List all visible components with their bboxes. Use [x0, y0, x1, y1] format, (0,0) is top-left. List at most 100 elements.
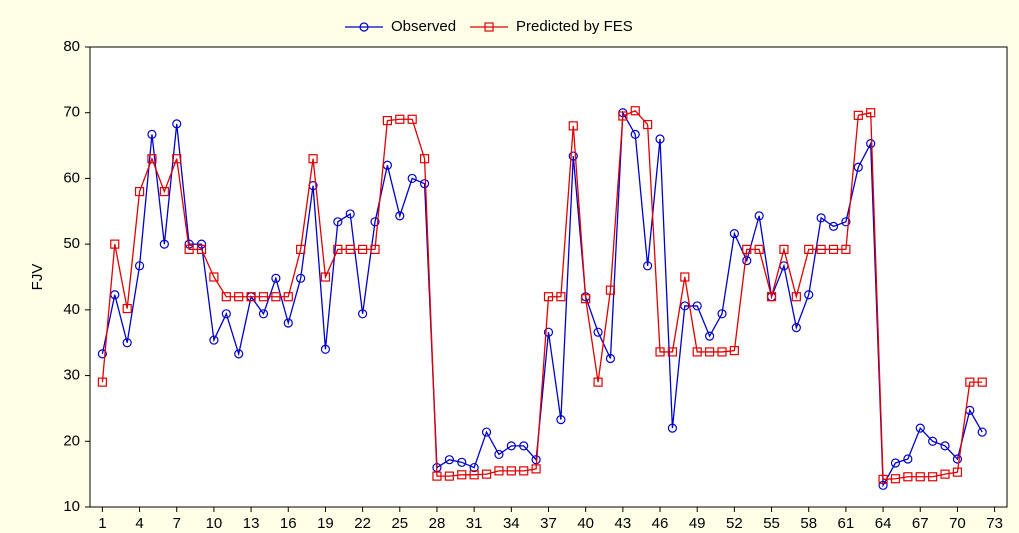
marker — [333, 217, 343, 227]
marker — [506, 466, 516, 476]
marker — [122, 303, 132, 314]
marker — [729, 229, 739, 239]
marker — [370, 244, 380, 254]
marker — [395, 211, 405, 221]
marker — [345, 209, 355, 219]
y-tick-label: 20 — [63, 432, 80, 449]
marker — [878, 474, 888, 484]
marker — [358, 244, 368, 254]
marker — [605, 353, 616, 364]
x-tick-label: 13 — [243, 515, 260, 532]
marker — [134, 186, 145, 197]
marker — [952, 467, 963, 477]
marker — [680, 301, 690, 311]
x-tick-label: 19 — [317, 515, 334, 532]
marker — [221, 309, 231, 319]
marker — [246, 292, 256, 302]
marker — [581, 294, 591, 304]
marker — [952, 454, 963, 464]
x-tick-label: 40 — [577, 515, 594, 532]
marker — [791, 292, 801, 302]
marker — [915, 423, 925, 433]
marker — [568, 151, 578, 161]
marker — [283, 292, 293, 302]
marker — [494, 449, 504, 460]
marker — [296, 244, 306, 254]
x-tick-label: 49 — [689, 515, 706, 532]
marker — [704, 331, 715, 341]
x-tick-label: 61 — [838, 515, 855, 532]
marker — [853, 110, 863, 120]
marker — [382, 115, 393, 126]
marker — [221, 292, 231, 302]
marker — [828, 221, 839, 231]
marker — [890, 474, 901, 484]
marker — [358, 309, 368, 319]
marker — [667, 347, 678, 357]
marker — [234, 292, 244, 302]
marker — [494, 466, 504, 476]
marker — [457, 457, 467, 467]
marker — [977, 377, 987, 387]
marker — [271, 273, 281, 283]
marker — [172, 154, 182, 164]
x-tick-label: 7 — [173, 515, 181, 532]
marker — [804, 244, 814, 254]
marker — [915, 472, 925, 482]
marker — [977, 427, 987, 437]
marker — [481, 427, 492, 437]
x-tick-label: 67 — [912, 515, 929, 532]
marker — [296, 273, 306, 283]
marker — [841, 217, 851, 227]
marker — [122, 338, 132, 348]
x-tick-label: 73 — [986, 515, 1003, 532]
marker — [444, 471, 454, 481]
marker — [704, 347, 715, 357]
marker — [432, 471, 442, 481]
marker — [593, 377, 603, 387]
marker — [184, 244, 194, 254]
marker — [866, 108, 876, 118]
series-line — [101, 110, 983, 488]
marker — [97, 349, 107, 359]
y-tick-label: 80 — [63, 38, 80, 55]
marker — [469, 470, 479, 480]
x-tick-label: 52 — [726, 515, 743, 532]
marker — [320, 272, 331, 282]
x-tick-label: 46 — [652, 515, 669, 532]
marker — [209, 335, 219, 345]
marker — [717, 347, 727, 357]
marker — [345, 244, 355, 254]
marker — [258, 309, 269, 319]
marker — [729, 346, 739, 356]
x-tick-label: 70 — [949, 515, 966, 532]
marker — [903, 472, 913, 482]
marker — [196, 239, 207, 249]
x-tick-label: 10 — [206, 515, 223, 532]
marker — [940, 441, 950, 451]
marker — [618, 111, 628, 121]
marker — [419, 179, 430, 189]
x-tick-label: 58 — [800, 515, 817, 532]
x-tick-label: 4 — [135, 515, 143, 532]
marker — [234, 349, 244, 359]
marker — [320, 344, 331, 354]
marker — [147, 129, 157, 139]
marker — [791, 323, 801, 333]
marker — [333, 244, 343, 254]
marker — [605, 285, 616, 295]
x-tick-label: 37 — [540, 515, 557, 532]
marker — [407, 173, 417, 184]
marker — [308, 154, 318, 164]
marker — [630, 129, 640, 139]
marker — [457, 470, 467, 480]
marker — [407, 114, 417, 124]
marker — [779, 244, 789, 254]
marker — [506, 441, 516, 451]
x-tick-label: 31 — [466, 515, 483, 532]
marker — [395, 114, 405, 124]
marker — [419, 154, 430, 164]
y-tick-label: 40 — [63, 301, 80, 318]
x-tick-label: 64 — [875, 515, 892, 532]
